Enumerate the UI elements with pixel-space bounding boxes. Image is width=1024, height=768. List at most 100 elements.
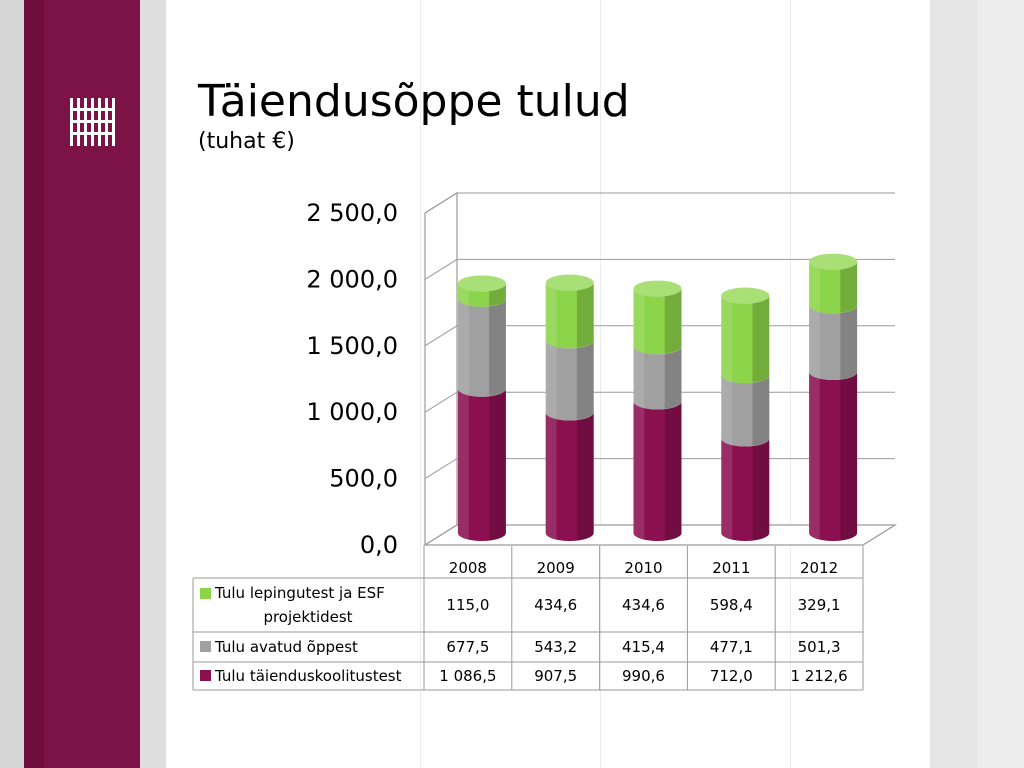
bar-shade (576, 282, 594, 348)
bar-shade (752, 375, 770, 446)
legend-swatch (200, 641, 211, 652)
bar-segment (721, 438, 770, 541)
bar-shade (664, 401, 682, 541)
bar-highlight (633, 288, 645, 353)
bar-shade (840, 371, 858, 541)
bar-top (633, 280, 682, 297)
background-line (420, 0, 421, 768)
bar-highlight (721, 295, 733, 382)
bar-top (545, 274, 594, 291)
bar-segment (457, 298, 506, 397)
bar-segment (809, 305, 858, 380)
bar-segment (721, 295, 770, 384)
y-tick-label: 500,0 (329, 465, 398, 493)
y-tick-label: 2 000,0 (306, 265, 398, 293)
y-tick-label: 0,0 (360, 531, 398, 559)
x-tick-label: 2011 (712, 559, 750, 577)
data-label: 434,6 (622, 596, 665, 614)
bar-top (809, 253, 858, 270)
bar-highlight (457, 298, 469, 395)
page-title: Täiendusõppe tulud (198, 76, 630, 127)
page-subtitle: (tuhat €) (198, 129, 295, 154)
data-label: 115,0 (446, 596, 489, 614)
right-grey-band (930, 0, 978, 768)
bar-segment (545, 282, 594, 349)
y-tick-label: 2 500,0 (306, 199, 398, 227)
y-tick-label: 1 500,0 (306, 332, 398, 360)
bar-top-highlight (721, 287, 770, 304)
bar-top (457, 275, 506, 292)
x-tick-label: 2012 (800, 559, 838, 577)
bar-segment (633, 288, 682, 355)
legend-label: Tulu täienduskoolitustest (214, 667, 402, 685)
sidebar-light-band (140, 0, 166, 768)
bar-highlight (633, 346, 645, 408)
bar-segment (457, 283, 506, 307)
bar-top-highlight (633, 280, 682, 297)
sidebar-dark-band (24, 0, 44, 768)
data-label: 1 212,6 (790, 667, 847, 685)
bar-segment (633, 346, 682, 410)
data-label: 434,6 (534, 596, 577, 614)
bar-highlight (809, 261, 820, 312)
background-line (600, 0, 601, 768)
bar-highlight (721, 375, 733, 445)
legend-label: Tulu avatud õppest (214, 638, 358, 656)
bar-segment (809, 261, 858, 314)
bar-top-highlight (809, 253, 858, 270)
bar-highlight (545, 282, 557, 347)
data-label: 477,1 (710, 638, 753, 656)
bar-highlight (633, 401, 645, 539)
bar-segment (545, 412, 594, 541)
bar-shade (489, 388, 506, 541)
bar-top (721, 287, 770, 304)
sidebar-grey-band (0, 0, 24, 768)
bar-shade (576, 412, 594, 541)
data-label: 598,4 (710, 596, 753, 614)
bar-highlight (721, 438, 733, 539)
data-table: 2008 2009 2010 2011 2012 Tulu lepingutest ja … (192, 546, 864, 691)
bar-highlight (457, 388, 469, 539)
bars (457, 253, 858, 541)
bar-top-highlight (545, 274, 594, 291)
bar-highlight (545, 412, 557, 539)
side-wall (424, 191, 458, 547)
data-label: 415,4 (622, 638, 665, 656)
bar-shade (489, 298, 506, 396)
legend-label: Tulu lepingutest ja ESF (214, 584, 385, 602)
bar-highlight (809, 371, 820, 539)
x-tick-label: 2009 (537, 559, 575, 577)
data-label: 677,5 (446, 638, 489, 656)
bar-shade (664, 288, 682, 354)
bar-shade (840, 261, 858, 313)
x-tick-label: 2010 (624, 559, 662, 577)
data-label: 907,5 (534, 667, 577, 685)
gridline (424, 258, 895, 280)
bar-top-highlight (457, 275, 506, 292)
bar-segment (721, 375, 770, 447)
gridline (424, 192, 895, 214)
bar-segment (457, 388, 506, 541)
right-light-band (978, 0, 1024, 768)
data-label: 501,3 (798, 638, 841, 656)
data-label: 990,6 (622, 667, 665, 685)
background-line (790, 0, 791, 768)
bar-segment (633, 401, 682, 541)
bar-highlight (809, 305, 820, 378)
legend-label: projektidest (263, 608, 352, 626)
data-label: 712,0 (710, 667, 753, 685)
bar-highlight (545, 340, 557, 419)
data-label: 543,2 (534, 638, 577, 656)
data-label: 1 086,5 (439, 667, 496, 685)
bar-shade (840, 305, 858, 380)
data-label: 329,1 (798, 596, 841, 614)
y-tick-label: 1 000,0 (306, 398, 398, 426)
institution-logo-icon (70, 98, 115, 146)
bar-shade (752, 438, 770, 541)
x-tick-label: 2008 (449, 559, 487, 577)
bar-shade (752, 295, 770, 383)
bar-shade (664, 346, 682, 409)
title-block: Täiendusõppe tulud (tuhat €) (198, 76, 630, 156)
bar-shade (576, 340, 594, 420)
